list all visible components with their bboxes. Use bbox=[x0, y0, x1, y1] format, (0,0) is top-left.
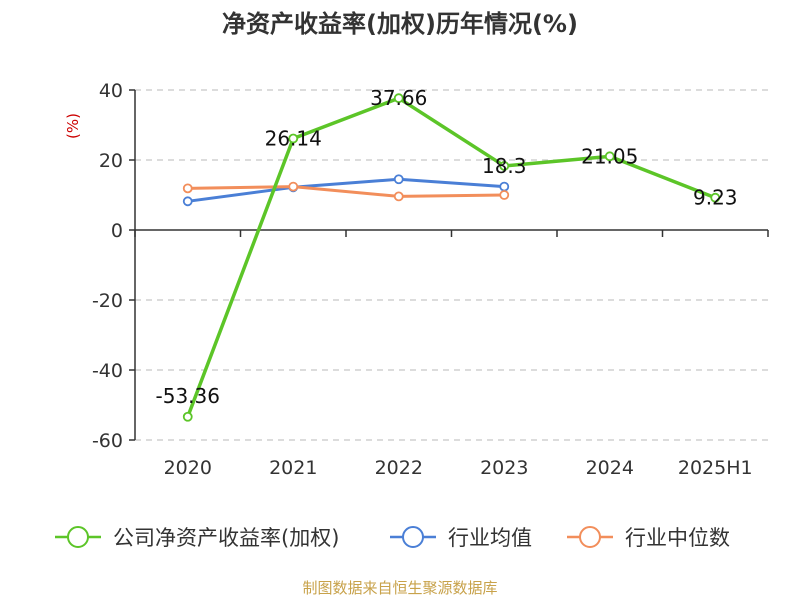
point-s2-3 bbox=[499, 190, 510, 200]
x-tick-label-2: 2022 bbox=[375, 457, 423, 479]
point-s2-2 bbox=[393, 191, 404, 202]
y-tick-label-4: -40 bbox=[92, 360, 123, 382]
y-tick-label-3: -20 bbox=[92, 290, 123, 312]
series-line-1 bbox=[187, 177, 505, 203]
x-tick-label-1: 2021 bbox=[269, 457, 317, 479]
data-label-0: -53.36 bbox=[156, 384, 220, 408]
data-labels: -53.36 26.14 37.66 18.3 21.05 9.23 bbox=[156, 86, 738, 408]
y-tick-labels: 40 20 0 -20 -40 -60 bbox=[92, 80, 123, 452]
chart-title: 净资产收益率(加权)历年情况(%) bbox=[222, 10, 578, 38]
source-note: 制图数据来自恒生聚源数据库 bbox=[302, 579, 497, 597]
point-s0-5 bbox=[710, 192, 721, 203]
point-s1-0 bbox=[182, 196, 193, 207]
series-lines bbox=[182, 93, 721, 422]
data-label-1: 26.14 bbox=[265, 127, 322, 151]
axes bbox=[129, 89, 769, 441]
point-s0-3 bbox=[499, 161, 510, 171]
legend-label-1: 行业均值 bbox=[448, 526, 532, 550]
y-tick-label-5: -60 bbox=[92, 430, 123, 452]
series-line-2 bbox=[187, 185, 505, 198]
point-s2-0 bbox=[182, 183, 193, 194]
x-tick-labels: 2020 2021 2022 2023 2024 2025H1 bbox=[164, 457, 753, 479]
series-line-0 bbox=[186, 96, 716, 418]
point-s0-1 bbox=[288, 133, 299, 144]
y-axis-unit: (%) bbox=[64, 113, 82, 139]
point-s0-4 bbox=[604, 151, 615, 162]
data-label-2: 37.66 bbox=[370, 86, 427, 110]
x-tick-label-3: 2023 bbox=[480, 457, 528, 479]
x-tick-label-5: 2025H1 bbox=[678, 457, 753, 479]
y-tick-label-0: 40 bbox=[99, 80, 123, 102]
point-s2-1 bbox=[288, 181, 299, 192]
gridlines bbox=[135, 89, 768, 441]
legend-marker-0 bbox=[67, 526, 89, 548]
data-label-3: 18.3 bbox=[482, 154, 527, 178]
legend-label-0: 公司净资产收益率(加权) bbox=[113, 526, 339, 550]
legend-label-2: 行业中位数 bbox=[625, 526, 730, 550]
y-tick-label-1: 20 bbox=[99, 150, 123, 172]
data-label-4: 21.05 bbox=[581, 144, 638, 168]
legend-marker-1 bbox=[402, 526, 424, 548]
data-label-5: 9.23 bbox=[693, 186, 738, 210]
legend-marker-2 bbox=[579, 526, 601, 548]
point-s0-0 bbox=[182, 411, 193, 422]
x-tick-label-0: 2020 bbox=[164, 457, 212, 479]
legend: 公司净资产收益率(加权) 行业均值 行业中位数 bbox=[55, 526, 730, 550]
y-tick-label-2: 0 bbox=[111, 220, 123, 242]
point-s1-3 bbox=[499, 181, 510, 192]
point-s1-2 bbox=[393, 174, 404, 185]
point-s0-2 bbox=[393, 93, 404, 104]
x-tick-label-4: 2024 bbox=[586, 457, 634, 479]
